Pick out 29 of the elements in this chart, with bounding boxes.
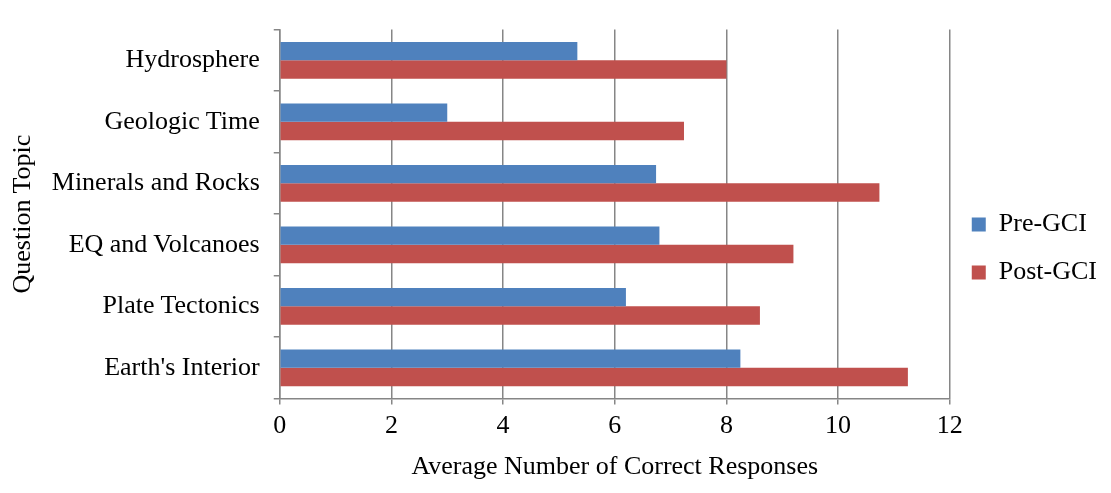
bar xyxy=(280,164,657,184)
bar xyxy=(280,226,660,245)
x-tick-label: 10 xyxy=(825,410,852,440)
y-tick-label: EQ and Volcanoes xyxy=(68,228,260,258)
bar xyxy=(280,41,578,61)
bar xyxy=(280,60,727,79)
y-tick-label: Earth's Interior xyxy=(104,351,261,381)
y-axis-title: Question Topic xyxy=(7,134,37,294)
x-tick-label: 6 xyxy=(608,410,622,440)
y-tick-label: Hydrosphere xyxy=(125,44,260,74)
bar xyxy=(280,103,448,122)
x-tick-label: 0 xyxy=(273,410,287,440)
bar xyxy=(280,287,626,307)
bar xyxy=(280,306,760,325)
bar xyxy=(280,367,908,387)
legend-label: Pre-GCI xyxy=(998,208,1087,238)
x-tick-label: 12 xyxy=(936,410,963,440)
y-tick-label: Minerals and Rocks xyxy=(51,167,260,197)
bar xyxy=(280,121,684,141)
bar xyxy=(280,244,794,264)
y-tick-label: Plate Tectonics xyxy=(102,290,260,320)
x-axis-title: Average Number of Correct Responses xyxy=(411,451,819,481)
x-tick-label: 2 xyxy=(384,410,398,440)
bar xyxy=(280,183,880,202)
legend-label: Post-GCI xyxy=(998,256,1098,286)
x-tick-label: 4 xyxy=(496,410,510,440)
bar xyxy=(280,349,741,368)
x-tick-label: 8 xyxy=(719,410,733,440)
y-tick-label: Geologic Time xyxy=(104,105,260,135)
